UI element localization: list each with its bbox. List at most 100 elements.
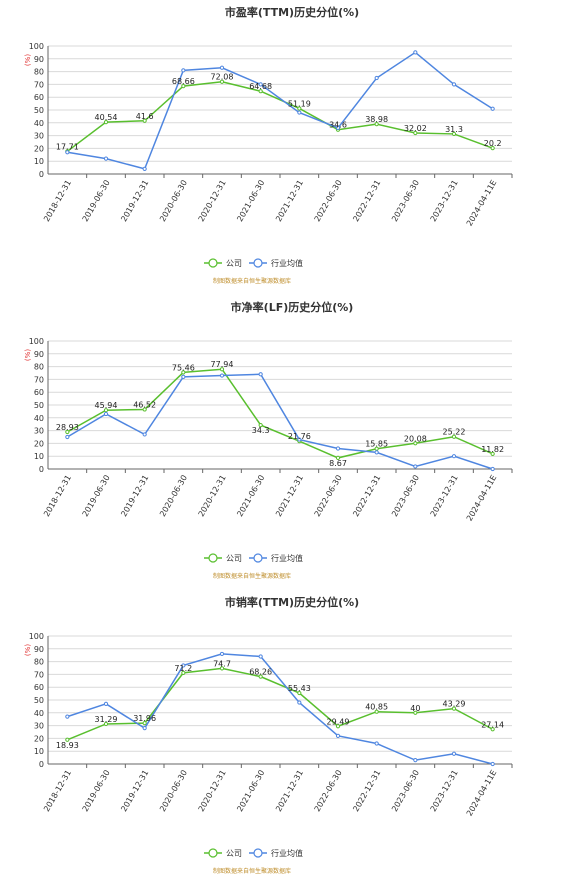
company-data-label: 55.43 — [288, 684, 311, 693]
industry-series-point — [258, 654, 263, 659]
x-tick-label: 2024-04-11E — [465, 179, 499, 228]
industry-series-point — [335, 446, 341, 451]
company-series-point — [335, 724, 341, 729]
company-series-point — [490, 451, 495, 456]
company-data-label: 34.3 — [252, 426, 270, 435]
x-tick-label: 2023-12-31 — [429, 474, 460, 519]
company-series-line — [66, 80, 493, 152]
company-series-point — [65, 429, 70, 435]
legend[interactable]: 公司 行业均值 — [204, 258, 303, 268]
industry-series-point — [142, 166, 147, 171]
legend-company-label[interactable]: 公司 — [226, 554, 242, 563]
industry-series-line — [66, 373, 493, 470]
legend-industry-label[interactable]: 行业均值 — [271, 848, 303, 858]
company-series-point — [374, 709, 379, 714]
legend[interactable]: 公司 行业均值 — [204, 553, 303, 563]
industry-series-line — [67, 51, 494, 170]
x-tick-label: 2024-04-11E — [465, 474, 499, 523]
company-series-point — [219, 79, 225, 84]
company-series-point — [451, 131, 457, 137]
company-data-label: 18.93 — [56, 741, 79, 750]
industry-series-point — [335, 125, 341, 131]
industry-series-point — [65, 150, 70, 155]
industry-series-point — [374, 75, 379, 81]
x-tick-label: 2023-06-30 — [390, 474, 421, 519]
industry-series-point — [181, 663, 186, 668]
industry-series-point — [65, 434, 70, 440]
x-tick-label: 2019-12-31 — [119, 474, 150, 519]
legend-industry-label[interactable]: 行业均值 — [271, 258, 303, 268]
y-tick-label: 100 — [29, 632, 44, 641]
industry-series-point — [297, 700, 302, 705]
y-tick-label: 60 — [34, 388, 44, 397]
x-tick-label: 2021-12-31 — [274, 474, 305, 519]
y-tick-label: 20 — [34, 144, 44, 153]
company-data-label: 71.2 — [174, 664, 192, 673]
x-tick-label: 2021-12-31 — [274, 179, 305, 224]
x-tick-label: 2023-06-30 — [390, 179, 421, 224]
company-series-point — [258, 89, 263, 94]
industry-series-point — [103, 411, 109, 417]
company-data-label: 28.93 — [56, 423, 79, 432]
company-series-point — [490, 146, 495, 151]
y-unit-label: (%) — [24, 644, 32, 656]
chart-source-note: 制图数据来自恒生聚源数据库 — [213, 277, 291, 285]
x-tick-label: 2021-12-31 — [274, 769, 305, 814]
company-data-label: 31.3 — [445, 125, 463, 134]
company-series-point — [374, 122, 379, 127]
company-data-label: 38.98 — [365, 115, 388, 124]
y-tick-label: 30 — [34, 132, 44, 141]
legend-company-label[interactable]: 公司 — [226, 259, 242, 268]
company-series-point — [103, 120, 109, 125]
legend-industry-label[interactable]: 行业均值 — [271, 553, 303, 563]
y-tick-label: 60 — [34, 683, 44, 692]
industry-series-point — [451, 751, 457, 756]
company-data-label: 68.26 — [249, 668, 272, 677]
company-series-point — [258, 422, 263, 428]
company-series-point — [297, 106, 302, 111]
chart-title: 市盈率(TTM)历史分位(%) — [225, 5, 359, 19]
x-tick-label: 2019-12-31 — [119, 769, 150, 814]
industry-series-point — [103, 156, 109, 161]
company-series-point — [181, 670, 186, 675]
x-tick-label: 2020-06-30 — [158, 474, 189, 519]
pb-chart: 市净率(LF)历史分位(%) (%) 0 10 20 30 40 50 60 70 80 90 100 2… — [24, 300, 513, 580]
x-tick-label: 2018-12-31 — [42, 769, 73, 814]
x-tick-label: 2022-12-31 — [351, 179, 382, 224]
y-tick-label: 0 — [39, 170, 44, 179]
company-data-label: 8.67 — [329, 459, 347, 468]
x-tick-label: 2024-04-11E — [465, 769, 499, 818]
industry-series-point — [142, 432, 147, 437]
company-data-label: 20.08 — [404, 434, 427, 443]
company-series-point — [451, 434, 457, 439]
industry-series-point — [258, 372, 263, 377]
company-data-label: 32.02 — [404, 124, 427, 133]
legend-company-label[interactable]: 公司 — [226, 849, 242, 858]
legend[interactable]: 公司 行业均值 — [204, 848, 303, 858]
ps-chart-panel: 市销率(TTM)历史分位(%) (%) 0 10 20 30 40 50 60 70 80 90 100… — [0, 590, 584, 885]
company-data-label: 11.82 — [481, 445, 504, 454]
x-tick-label: 2020-06-30 — [158, 769, 189, 814]
company-data-label: 21.76 — [288, 432, 311, 441]
company-series-point — [65, 737, 70, 742]
company-series-point — [413, 130, 418, 136]
company-data-label: 77.94 — [211, 360, 234, 369]
chart-title: 市净率(LF)历史分位(%) — [231, 300, 354, 314]
x-tick-label: 2020-06-30 — [158, 179, 189, 224]
company-series-point — [335, 455, 341, 461]
x-tick-label: 2019-06-30 — [81, 179, 112, 224]
company-data-label: 75.46 — [172, 363, 195, 372]
company-data-label: 40 — [410, 704, 420, 713]
company-series-point — [142, 720, 147, 726]
y-tick-label: 60 — [34, 93, 44, 102]
company-series-point — [142, 118, 147, 123]
x-tick-label: 2018-12-31 — [42, 179, 73, 224]
x-tick-label: 2020-12-31 — [197, 474, 228, 519]
legend-company-marker — [208, 258, 218, 268]
y-tick-label: 30 — [34, 722, 44, 731]
company-data-label: 27.14 — [481, 720, 504, 729]
y-unit-label: (%) — [24, 349, 32, 361]
y-tick-label: 80 — [34, 363, 44, 372]
company-data-label: 64.68 — [249, 82, 272, 91]
y-tick-label: 0 — [39, 465, 44, 474]
